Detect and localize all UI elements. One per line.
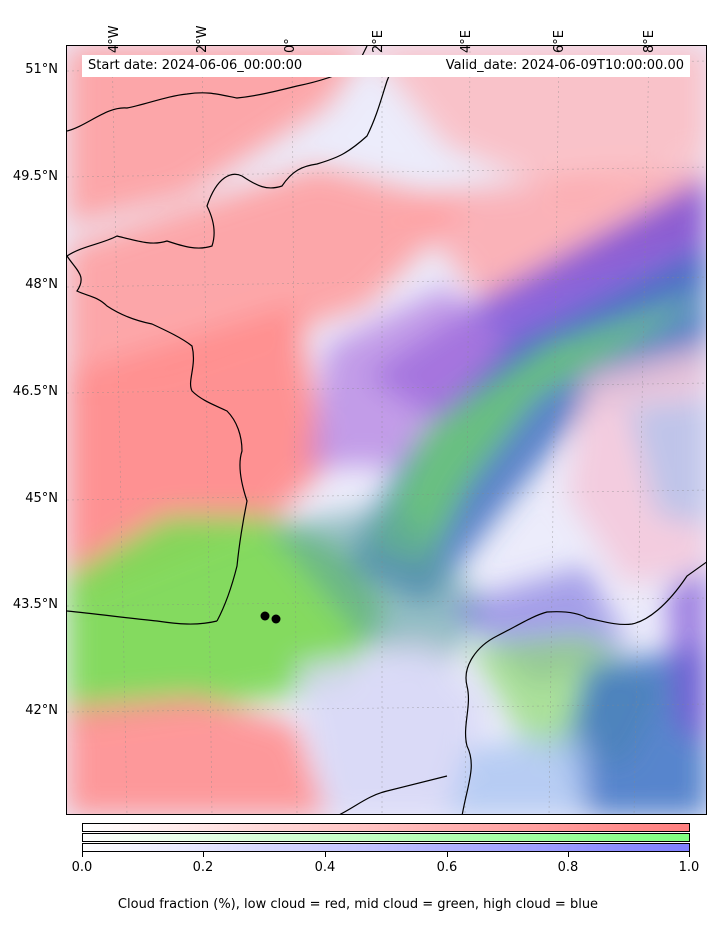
- lon-label: 4°W: [107, 25, 122, 53]
- valid-date: Valid_date: 2024-06-09T10:00:00.00: [445, 58, 684, 73]
- colorbar-caption: Cloud fraction (%), low cloud = red, mid…: [117, 897, 599, 912]
- colorbar-tick-label: 1.0: [678, 860, 700, 875]
- lon-label: 2°W: [195, 25, 210, 53]
- colorbar-tick-label: 0.4: [314, 860, 336, 875]
- start-date: Start date: 2024-06-06_00:00:00: [88, 58, 303, 73]
- map-canvas: [67, 46, 706, 814]
- lon-label: 8°E: [642, 30, 657, 53]
- coastline: [67, 46, 706, 814]
- colorbar-tick-label: 0.0: [71, 860, 93, 875]
- colorbar-tick-label: 0.2: [192, 860, 214, 875]
- colorbar-tick: [325, 852, 326, 857]
- lat-label: 42°N: [25, 703, 58, 718]
- site-markers: [260, 611, 281, 624]
- colorbar-low-cloud: [82, 823, 690, 832]
- lat-label: 45°N: [25, 491, 58, 506]
- lon-label: 6°E: [552, 30, 567, 53]
- lat-label: 46.5°N: [12, 384, 58, 399]
- colorbar-tick: [568, 852, 569, 857]
- colorbar-tick-label: 0.8: [557, 860, 579, 875]
- colorbar-tick: [82, 852, 83, 857]
- lon-label: 4°E: [459, 30, 474, 53]
- lat-label: 49.5°N: [12, 169, 58, 184]
- lon-label: 0°: [283, 38, 298, 53]
- colorbar-tick: [447, 852, 448, 857]
- site-marker: [271, 614, 281, 624]
- colorbar-tick: [689, 852, 690, 857]
- site-marker: [260, 611, 270, 621]
- colorbar-tick: [203, 852, 204, 857]
- cloud-fraction-map: [66, 45, 707, 815]
- date-info-box: Start date: 2024-06-06_00:00:00 Valid_da…: [82, 55, 690, 77]
- lat-label: 51°N: [25, 62, 58, 77]
- lat-label: 43.5°N: [12, 597, 58, 612]
- colorbar-mid-cloud: [82, 833, 690, 842]
- colorbar-high-cloud: [82, 843, 690, 852]
- lat-label: 48°N: [25, 277, 58, 292]
- cloud-field: [67, 46, 706, 814]
- lon-label: 2°E: [371, 30, 386, 53]
- colorbar-tick-label: 0.6: [436, 860, 458, 875]
